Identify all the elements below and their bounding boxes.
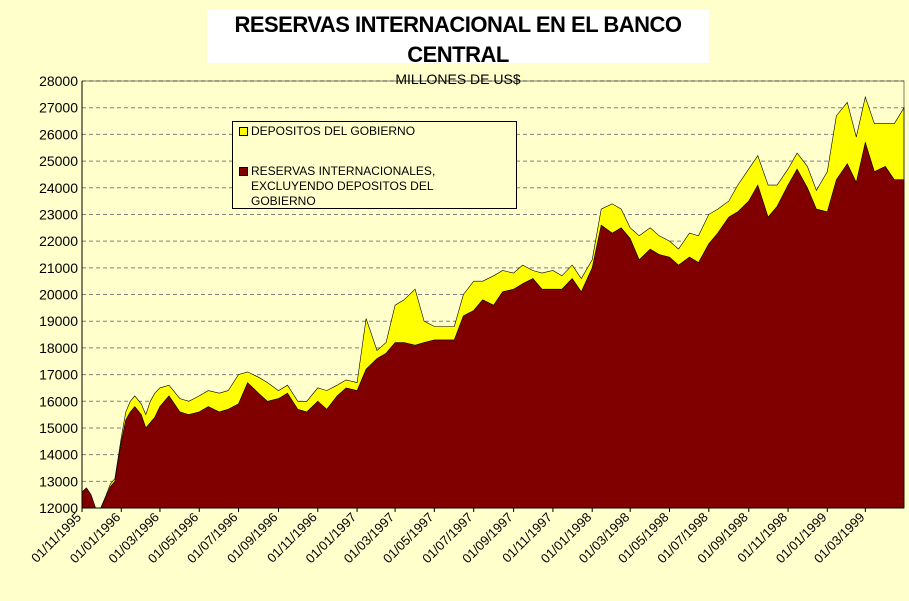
legend-item-depositos: DEPOSITOS DEL GOBIERNO (239, 124, 461, 139)
legend: DEPOSITOS DEL GOBIERNO RESERVAS INTERNAC… (232, 121, 517, 209)
y-tick-label: 26000 (39, 126, 78, 142)
y-tick-label: 20000 (39, 287, 78, 303)
y-tick-label: 18000 (39, 340, 78, 356)
y-tick-label: 28000 (39, 73, 78, 89)
y-tick-label: 12000 (39, 500, 78, 516)
y-tick-label: 16000 (39, 393, 78, 409)
y-tick-label: 19000 (39, 313, 78, 329)
y-tick-label: 27000 (39, 100, 78, 116)
chart-title: RESERVAS INTERNACIONAL EN EL BANCO CENTR… (234, 12, 682, 67)
y-tick-label: 14000 (39, 447, 78, 463)
legend-swatch-reservas (239, 167, 248, 176)
y-tick-label: 17000 (39, 367, 78, 383)
axes (81, 80, 905, 512)
y-tick-label: 25000 (39, 153, 78, 169)
legend-label-reservas: RESERVAS INTERNACIONALES, EXCLUYENDO DEP… (251, 164, 436, 208)
chart-subtitle: MILLONES DE US$ (395, 71, 521, 87)
y-tick-label: 13000 (39, 473, 78, 489)
series-layer (81, 95, 905, 509)
title-box: RESERVAS INTERNACIONAL EN EL BANCO CENTR… (207, 10, 709, 87)
y-tick-label: 23000 (39, 206, 78, 222)
y-tick-label: 15000 (39, 420, 78, 436)
plot-border (81, 80, 905, 509)
legend-item-reservas: RESERVAS INTERNACIONALES, EXCLUYENDO DEP… (239, 164, 461, 209)
y-tick-label: 21000 (39, 260, 78, 276)
legend-label-depositos: DEPOSITOS DEL GOBIERNO (251, 124, 416, 138)
area-reservas-internacionales (81, 141, 905, 509)
legend-swatch-depositos (239, 127, 248, 136)
x-tick-labels: 01/11/199501/01/199601/03/199601/05/1996… (28, 509, 867, 566)
y-tick-labels: 12000 13000 14000 15000 16000 17000 18000 19000… (39, 73, 78, 516)
y-tick-label: 24000 (39, 180, 78, 196)
y-tick-label: 22000 (39, 233, 78, 249)
